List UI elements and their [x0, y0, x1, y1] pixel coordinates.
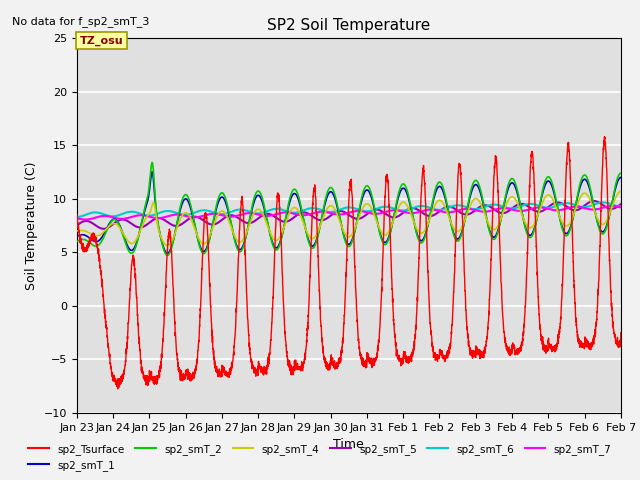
- sp2_smT_1: [617, 175, 625, 180]
- sp2_smT_7: [81, 216, 89, 222]
- sp2_smT_4: [225, 218, 233, 224]
- sp2_smT_5: [617, 202, 625, 207]
- Line: sp2_smT_5: sp2_smT_5: [77, 201, 621, 229]
- sp2_smT_5: [73, 223, 81, 228]
- sp2_smT_2: [148, 160, 156, 166]
- sp2_smT_6: [599, 200, 607, 205]
- sp2_smT_7: [609, 203, 616, 209]
- Line: sp2_smT_6: sp2_smT_6: [77, 203, 621, 217]
- sp2_smT_2: [412, 227, 419, 232]
- sp2_smT_7: [617, 204, 625, 210]
- sp2_smT_4: [189, 222, 197, 228]
- sp2_smT_2: [617, 170, 625, 176]
- sp2_smT_1: [402, 188, 410, 194]
- sp2_smT_4: [73, 228, 81, 234]
- sp2_smT_1: [225, 212, 233, 217]
- sp2_smT_4: [565, 221, 573, 227]
- Line: sp2_smT_2: sp2_smT_2: [77, 163, 621, 255]
- sp2_smT_5: [225, 213, 233, 218]
- sp2_smT_6: [565, 201, 573, 206]
- sp2_smT_6: [73, 214, 81, 220]
- sp2_smT_2: [402, 184, 410, 190]
- Title: SP2 Soil Temperature: SP2 Soil Temperature: [267, 18, 431, 33]
- sp2_smT_4: [163, 243, 171, 249]
- sp2_smT_2: [617, 170, 625, 176]
- sp2_Tsurface: [114, 386, 122, 392]
- sp2_smT_7: [73, 215, 81, 221]
- sp2_Tsurface: [600, 134, 608, 140]
- sp2_Tsurface: [189, 374, 197, 380]
- Line: sp2_smT_1: sp2_smT_1: [77, 172, 621, 253]
- X-axis label: Time: Time: [333, 438, 364, 451]
- Text: TZ_osu: TZ_osu: [80, 36, 124, 46]
- sp2_smT_1: [73, 233, 81, 239]
- sp2_Tsurface: [565, 148, 573, 154]
- sp2_smT_1: [190, 217, 198, 223]
- sp2_smT_1: [148, 169, 156, 175]
- sp2_smT_6: [617, 204, 625, 209]
- Line: sp2_Tsurface: sp2_Tsurface: [77, 137, 621, 389]
- sp2_smT_2: [73, 239, 81, 244]
- Line: sp2_smT_7: sp2_smT_7: [77, 206, 621, 219]
- Legend: sp2_Tsurface, sp2_smT_1, sp2_smT_2, sp2_smT_4, sp2_smT_5, sp2_smT_6, sp2_smT_7: sp2_Tsurface, sp2_smT_1, sp2_smT_2, sp2_…: [24, 439, 616, 475]
- sp2_smT_5: [100, 226, 108, 232]
- sp2_smT_7: [225, 214, 233, 219]
- sp2_smT_6: [412, 204, 419, 210]
- sp2_smT_4: [617, 189, 625, 194]
- sp2_smT_7: [189, 215, 197, 220]
- sp2_Tsurface: [225, 370, 233, 375]
- sp2_smT_7: [412, 210, 419, 216]
- sp2_smT_7: [617, 204, 625, 210]
- sp2_smT_2: [566, 229, 573, 235]
- sp2_Tsurface: [412, 334, 419, 340]
- sp2_smT_2: [163, 252, 171, 258]
- sp2_smT_5: [402, 208, 410, 214]
- sp2_smT_2: [225, 210, 233, 216]
- sp2_smT_5: [412, 206, 419, 212]
- sp2_smT_4: [402, 201, 410, 206]
- sp2_smT_1: [566, 227, 573, 233]
- sp2_smT_1: [412, 226, 419, 231]
- sp2_smT_7: [402, 209, 410, 215]
- Y-axis label: Soil Temperature (C): Soil Temperature (C): [25, 161, 38, 290]
- sp2_smT_1: [163, 251, 171, 256]
- Line: sp2_smT_4: sp2_smT_4: [77, 192, 621, 246]
- Text: No data for f_sp2_smT_3: No data for f_sp2_smT_3: [12, 16, 149, 27]
- sp2_smT_5: [189, 214, 197, 220]
- sp2_smT_4: [617, 189, 625, 194]
- sp2_Tsurface: [617, 339, 625, 345]
- sp2_smT_5: [617, 201, 625, 207]
- sp2_smT_6: [617, 204, 625, 209]
- sp2_Tsurface: [402, 358, 410, 363]
- sp2_Tsurface: [73, 212, 81, 217]
- sp2_smT_6: [225, 210, 232, 216]
- sp2_smT_4: [412, 223, 419, 228]
- sp2_smT_6: [402, 207, 410, 213]
- sp2_smT_1: [617, 175, 625, 180]
- sp2_Tsurface: [617, 330, 625, 336]
- sp2_smT_5: [590, 198, 598, 204]
- sp2_smT_5: [565, 205, 573, 211]
- sp2_smT_2: [190, 216, 198, 222]
- sp2_smT_7: [565, 205, 573, 211]
- sp2_smT_6: [189, 210, 197, 216]
